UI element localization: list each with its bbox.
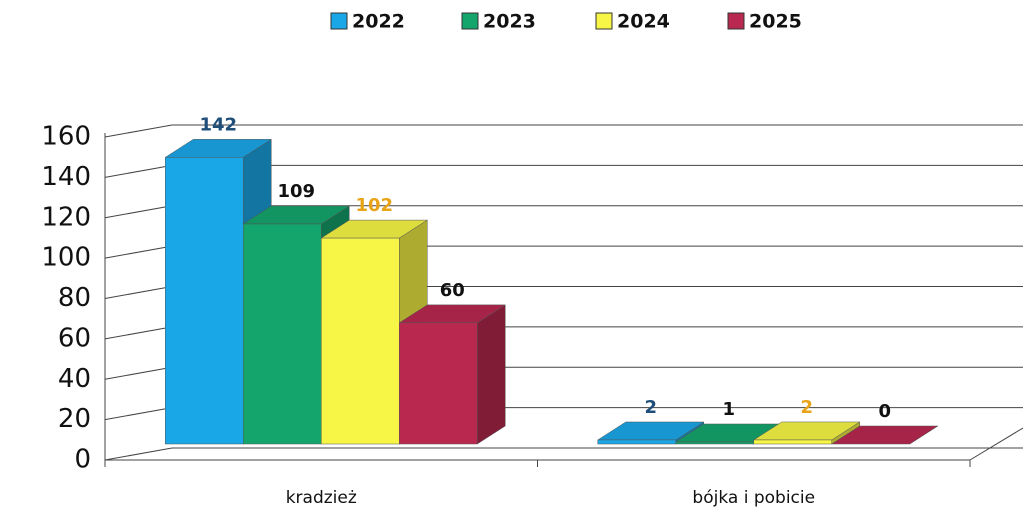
y-tick-label: 160	[41, 122, 91, 152]
y-tick-label: 80	[58, 283, 91, 313]
y-tick-label: 140	[41, 162, 91, 192]
legend-label: 2022	[352, 11, 405, 33]
bar	[675, 441, 754, 445]
data-label: 60	[440, 280, 465, 301]
legend-swatch	[330, 12, 348, 30]
bar-3d	[830, 425, 939, 445]
bar-top	[830, 425, 939, 445]
grid-line-side	[104, 245, 173, 259]
bar-3d	[752, 421, 861, 445]
y-tick-label: 100	[41, 243, 91, 273]
legend-swatch	[727, 12, 745, 30]
legend-swatch	[461, 12, 479, 30]
y-tick-label: 40	[58, 364, 91, 394]
y-tick-label: 0	[74, 445, 91, 475]
bar	[753, 439, 832, 445]
grid-line-side	[104, 326, 173, 340]
data-label: 1	[722, 399, 735, 420]
bar	[321, 237, 400, 445]
legend-label: 2024	[617, 11, 670, 33]
grid-line-side	[104, 366, 173, 380]
grid-line-side	[104, 205, 173, 219]
bar	[243, 223, 322, 445]
grid-line-side	[104, 164, 173, 178]
y-tick-label: 20	[58, 404, 91, 434]
data-label: 0	[878, 401, 891, 422]
y-tick-label: 60	[58, 323, 91, 353]
legend-label: 2025	[749, 11, 802, 33]
data-label: 2	[800, 397, 813, 418]
legend-label: 2023	[483, 11, 536, 33]
bar	[597, 439, 676, 445]
x-tick-label: bójka i pobicie	[692, 488, 815, 508]
grid-line-side	[104, 447, 173, 461]
grid-line-side	[104, 286, 173, 299]
bar	[399, 322, 478, 445]
y-tick-label: 120	[41, 202, 91, 232]
bar-side	[477, 304, 506, 445]
bar-3d	[398, 304, 507, 445]
floor-edge	[969, 427, 1023, 461]
legend-swatch	[595, 12, 613, 30]
data-label: 2	[644, 397, 657, 418]
data-label: 142	[199, 114, 237, 135]
data-label: 109	[277, 181, 315, 202]
data-label: 102	[355, 195, 393, 216]
x-tick-label: kradzież	[286, 488, 357, 508]
bar	[165, 157, 244, 445]
grid-line-side	[104, 407, 173, 421]
grid-line-side	[104, 124, 173, 138]
